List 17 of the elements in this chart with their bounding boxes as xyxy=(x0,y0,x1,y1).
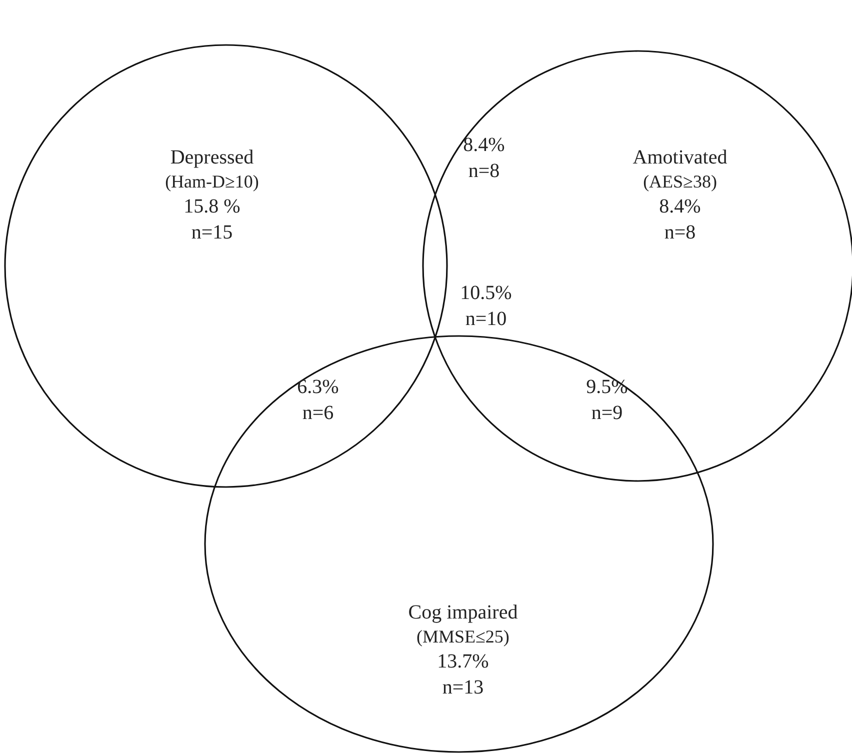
text: 9.5% xyxy=(585,375,629,400)
data-label: n=15 xyxy=(190,220,234,246)
category-label: Depressed (Ham-D≥10) xyxy=(164,145,260,194)
text: n=9 xyxy=(590,401,624,426)
text: n=10 xyxy=(464,307,508,332)
category-label: Amotivated (AES≥38) xyxy=(632,145,728,194)
text: 6.3% xyxy=(296,375,340,400)
text: 10.5% xyxy=(459,281,513,306)
data-label: 8.4% xyxy=(658,194,702,220)
text: 8.4% xyxy=(462,133,506,158)
data-label: n=8 xyxy=(663,220,697,246)
data-label: 15.8 % xyxy=(182,194,242,220)
data-label: 13.7% xyxy=(436,650,490,675)
data-label: n=13 xyxy=(441,676,485,701)
category-label: Cog impaired (MMSE≤25) xyxy=(407,600,519,648)
text: n=6 xyxy=(301,401,335,426)
text: n=8 xyxy=(467,159,501,184)
